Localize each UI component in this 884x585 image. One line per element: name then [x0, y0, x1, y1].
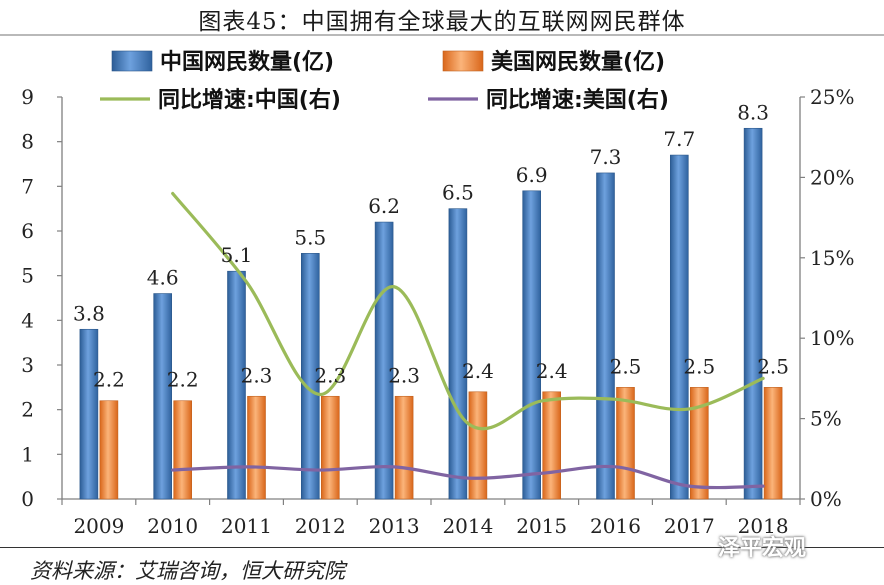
bar-us: [320, 395, 340, 500]
source-divider: [0, 547, 884, 548]
line-china-growth: [171, 191, 765, 431]
data-label-us: 2.4: [536, 359, 568, 383]
data-label-china: 6.2: [368, 194, 400, 218]
bar-china: [669, 154, 689, 500]
data-label-us: 2.3: [388, 363, 420, 387]
source-note: 资料来源：艾瑞咨询，恒大研究院: [30, 559, 345, 583]
legend-swatch: [111, 50, 153, 72]
bar-us: [616, 387, 635, 500]
x-tick-label: 2009: [73, 514, 124, 538]
y-tick-label-left: 3: [21, 353, 34, 377]
bar-china: [522, 190, 542, 500]
data-label-china: 4.6: [147, 266, 179, 290]
bar-us: [468, 391, 488, 500]
y-tick-label-left: 2: [21, 398, 34, 422]
x-tick-label: 2014: [442, 514, 493, 538]
bar-us: [99, 400, 119, 500]
bar-us: [763, 387, 783, 500]
bar-us: [689, 387, 709, 500]
y-tick-label-left: 5: [21, 264, 34, 288]
x-tick-label: 2010: [147, 514, 198, 538]
y-tick-label-left: 4: [21, 308, 34, 332]
y-tick-label-right: 20%: [810, 165, 854, 189]
title-divider: [0, 34, 884, 36]
plot-area: 0 1 2 3 4 5 6 7 8 9 0% 5% 10% 15% 20% 25% 2009 2010 2011 20…: [21, 85, 854, 538]
legend-item-us-growth: 同比增速:美国(右): [428, 87, 669, 113]
bar-us: [173, 400, 192, 500]
line-us-growth: [171, 464, 765, 490]
data-label-us: 2.2: [93, 368, 125, 392]
data-label-us: 2.5: [610, 354, 642, 378]
legend: 中国网民数量(亿) 美国网民数量(亿) 同比增速:中国(右) 同比增速:美国(右): [100, 49, 669, 113]
legend-label: 同比增速:中国(右): [158, 87, 341, 113]
y-tick-label-left: 6: [21, 219, 34, 243]
legend-label: 中国网民数量(亿): [160, 49, 334, 75]
legend-item-us-users: 美国网民数量(亿): [442, 49, 665, 75]
y-tick-label-right: 0%: [810, 487, 842, 511]
data-label-us: 2.5: [683, 354, 715, 378]
bar-china: [448, 208, 468, 500]
legend-label: 同比增速:美国(右): [486, 87, 669, 113]
y-tick-label-right: 10%: [810, 326, 854, 350]
x-tick-label: 2015: [516, 514, 567, 538]
bar-china: [300, 253, 320, 500]
y-tick-label-right: 25%: [810, 85, 854, 109]
bar-china: [743, 127, 763, 500]
bar-china: [79, 328, 99, 500]
data-label-china: 7.3: [590, 145, 622, 169]
data-label-china: 6.5: [442, 181, 474, 205]
bar-us: [247, 395, 266, 500]
x-tick-label: 2012: [295, 514, 346, 538]
legend-item-china-users: 中国网民数量(亿): [111, 49, 334, 75]
x-tick-label: 2017: [664, 514, 715, 538]
x-tick-label: 2013: [369, 514, 420, 538]
watermark: 泽平宏观: [718, 536, 807, 561]
bar-china: [596, 172, 615, 500]
y-tick-label-left: 9: [21, 85, 34, 109]
legend-item-china-growth: 同比增速:中国(右): [100, 87, 341, 113]
data-label-us: 2.5: [757, 354, 789, 378]
bar-china: [374, 221, 394, 500]
data-label-us: 2.2: [167, 368, 199, 392]
y-tick-label-left: 8: [21, 130, 34, 154]
legend-swatch: [442, 50, 484, 72]
bar-us: [394, 395, 414, 500]
data-label-us: 2.3: [314, 363, 346, 387]
x-tick-label: 2016: [590, 514, 641, 538]
y-tick-label-right: 5%: [810, 407, 842, 431]
y-tick-label-left: 0: [21, 487, 34, 511]
data-label-china: 8.3: [737, 100, 769, 124]
bar-us: [542, 391, 562, 500]
x-tick-label: 2011: [221, 514, 272, 538]
data-label-china: 6.9: [516, 163, 548, 187]
data-label-china: 5.5: [294, 225, 326, 249]
data-label-us: 2.3: [241, 363, 273, 387]
legend-label: 美国网民数量(亿): [491, 49, 665, 75]
data-label-us: 2.4: [462, 359, 494, 383]
y-tick-label-right: 15%: [810, 246, 854, 270]
y-tick-label-left: 1: [21, 442, 34, 466]
data-label-china: 7.7: [663, 127, 695, 151]
data-label-china: 3.8: [73, 301, 105, 325]
bar-china: [153, 293, 172, 500]
y-tick-label-left: 7: [21, 174, 34, 198]
x-tick-label: 2018: [738, 514, 789, 538]
data-label-china: 5.1: [221, 243, 253, 267]
chart-title: 图表45：中国拥有全球最大的互联网网民群体: [198, 9, 686, 35]
